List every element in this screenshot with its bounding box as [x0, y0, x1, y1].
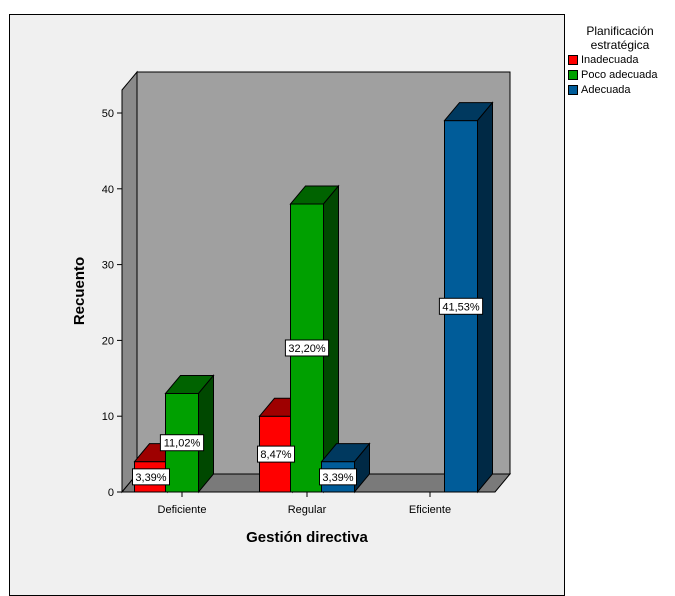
y-axis-label: Recuento — [71, 257, 88, 325]
legend-item-inadecuada: Inadecuada — [568, 52, 674, 67]
data-label: 32,20% — [288, 343, 326, 355]
x-tick-label: Deficiente — [158, 504, 207, 516]
data-label: 11,02% — [164, 438, 201, 450]
x-tick-label: Regular — [288, 504, 327, 516]
y-tick-label: 0 — [108, 487, 114, 499]
side-wall — [121, 70, 138, 494]
legend-label: Inadecuada — [581, 53, 639, 66]
data-label-box — [159, 434, 205, 452]
data-label: 8,47% — [260, 449, 291, 461]
data-label-box — [132, 468, 170, 486]
legend-swatch-red — [568, 54, 578, 65]
legend-swatch-green — [568, 69, 578, 80]
legend-swatch-blue — [568, 84, 578, 95]
data-label-box — [319, 468, 357, 486]
y-tick-label: 50 — [102, 108, 114, 120]
bar-side — [477, 101, 493, 494]
y-tick-label: 10 — [102, 411, 114, 423]
data-label: 41,53% — [442, 301, 480, 313]
y-tick-label: 30 — [102, 260, 114, 272]
legend-item-adecuada: Adecuada — [568, 82, 674, 97]
legend-title: Planificación estratégica — [586, 24, 654, 52]
data-label-box — [257, 445, 295, 463]
legend: Planificación estratégica Inadecuada Poc… — [566, 24, 674, 97]
legend-label: Adecuada — [581, 83, 631, 96]
legend-item-poco-adecuada: Poco adecuada — [568, 67, 674, 82]
data-label-box — [438, 297, 484, 315]
y-tick-label: 20 — [102, 335, 114, 347]
x-tick-label: Eficiente — [409, 504, 451, 516]
data-label-box — [284, 339, 330, 357]
y-tick-label: 40 — [102, 184, 114, 196]
plot-area: 0 10 20 30 40 50 Deficiente Regular Eficiente 3,3… — [102, 70, 512, 516]
data-label: 3,39% — [322, 472, 353, 484]
legend-label: Poco adecuada — [581, 68, 658, 81]
x-axis-label: Gestión directiva — [246, 529, 368, 546]
data-label: 3,39% — [135, 472, 166, 484]
bar-side — [198, 374, 214, 494]
